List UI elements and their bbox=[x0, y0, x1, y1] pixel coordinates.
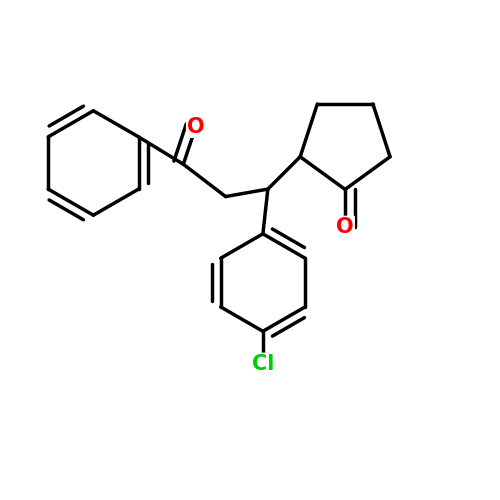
Text: O: O bbox=[187, 117, 204, 137]
Text: Cl: Cl bbox=[252, 354, 274, 374]
Text: O: O bbox=[336, 216, 354, 236]
